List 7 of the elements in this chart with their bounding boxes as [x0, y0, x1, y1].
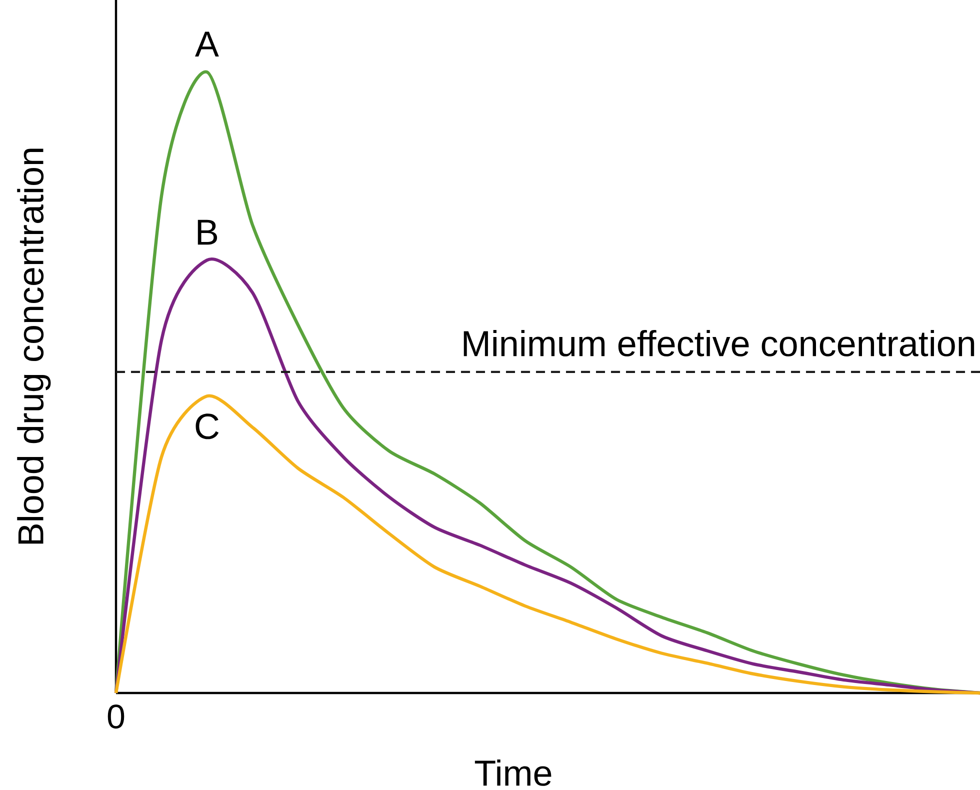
series-label: B: [198, 220, 218, 245]
series-label: A: [195, 32, 219, 56]
text: 0: [108, 704, 124, 729]
series-label: C: [196, 414, 219, 440]
x-axis-title: Time: [474, 759, 552, 786]
y-axis-title: Blood drug concentration: [17, 148, 51, 544]
ref-line-label: Minimum effective concentration: [464, 330, 974, 356]
